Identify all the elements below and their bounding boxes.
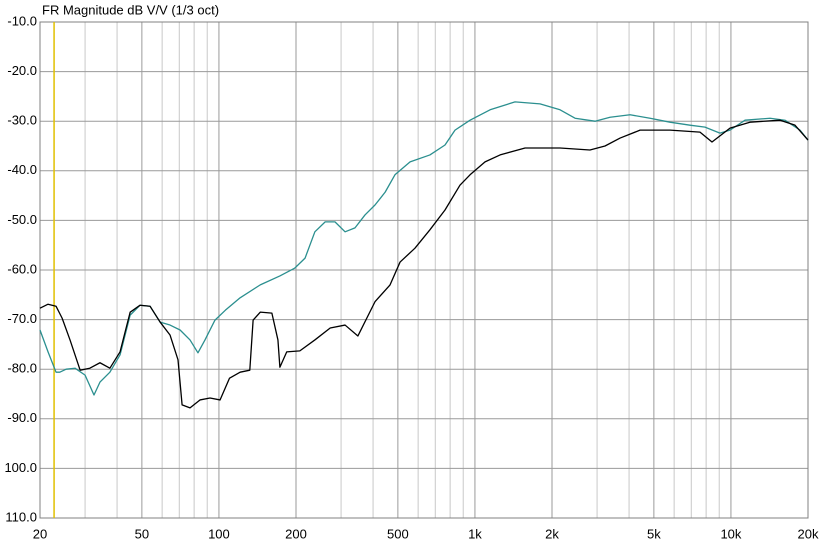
y-tick-label: -80.0 <box>7 361 37 376</box>
series-line <box>39 119 809 409</box>
x-tick-label: 20k <box>798 526 819 541</box>
x-tick-label: 50 <box>135 526 149 541</box>
x-tick-label: 5k <box>647 526 661 541</box>
x-tick-label: 2k <box>545 526 559 541</box>
chart-title: FR Magnitude dB V/V (1/3 oct) <box>42 2 219 17</box>
plot-frame <box>39 21 809 519</box>
x-tick-label: 10k <box>720 526 741 541</box>
y-tick-label: -70.0 <box>7 311 37 326</box>
x-tick-label: 20 <box>33 526 47 541</box>
y-tick-label: -50.0 <box>7 212 37 227</box>
y-tick-label: -20.0 <box>7 63 37 78</box>
y-tick-label: 100.0 <box>4 460 37 475</box>
x-tick-label: 200 <box>285 526 307 541</box>
y-tick-label: -40.0 <box>7 162 37 177</box>
series-line <box>39 101 809 396</box>
x-tick-label: 500 <box>387 526 409 541</box>
y-tick-label: -10.0 <box>7 13 37 28</box>
x-tick-label: 1k <box>468 526 482 541</box>
y-tick-label: -30.0 <box>7 113 37 128</box>
x-tick-label: 100 <box>208 526 230 541</box>
y-tick-label: -60.0 <box>7 261 37 276</box>
y-tick-label: 110.0 <box>5 509 37 524</box>
y-tick-label: -90.0 <box>7 410 37 425</box>
